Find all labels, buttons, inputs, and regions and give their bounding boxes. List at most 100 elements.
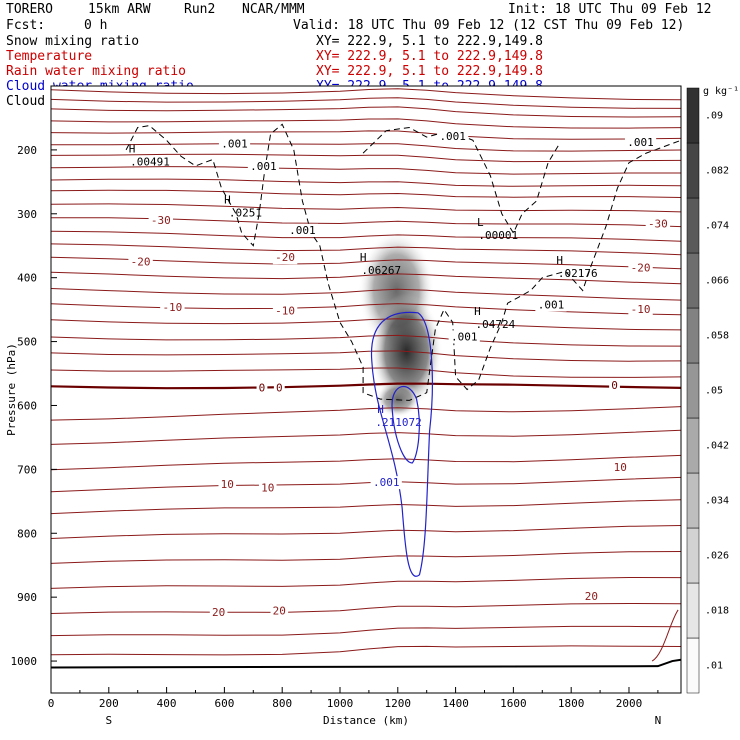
extremum-value: .00001 — [478, 229, 518, 242]
isotherm-label: -20 — [631, 261, 651, 274]
colorbar-cell — [687, 198, 699, 253]
x-tick-label: 800 — [272, 697, 292, 710]
colorbar-cell — [687, 638, 699, 693]
extremum-value: .211072 — [375, 416, 421, 429]
isotherm-label: -10 — [631, 303, 651, 316]
extremum-mark: H — [556, 254, 563, 267]
colorbar-cell — [687, 473, 699, 528]
run-number: Run2 — [184, 2, 215, 17]
y-tick-label: 900 — [17, 591, 37, 604]
x-axis-label: Distance (km) — [323, 714, 409, 727]
extremum-mark: L — [477, 216, 484, 229]
contour-label: .001 — [451, 330, 478, 343]
organization: NCAR/MMM — [242, 2, 305, 17]
isotherm-label: 10 — [614, 461, 627, 474]
contour-label: .001 — [439, 130, 466, 143]
legend-entry: Rain water mixing ratio — [6, 64, 186, 79]
legend-entry: Snow mixing ratio — [6, 34, 139, 49]
contour-label: .001 — [221, 138, 248, 151]
y-tick-label: 700 — [17, 463, 37, 476]
extremum-mark: H — [129, 142, 136, 155]
init-time: Init: 18 UTC Thu 09 Feb 12 — [508, 2, 712, 17]
isotherm-label: 0 — [259, 382, 266, 395]
y-tick-label: 200 — [17, 144, 37, 157]
colorbar: .01 .018 .026 .034 .042 .05 .058 .066 .074 .082 .0… — [687, 86, 739, 693]
isotherm-label: -10 — [275, 304, 295, 317]
isotherm-label: -30 — [648, 217, 668, 230]
cross-section-chart: TORERO 15km ARW Run2 NCAR/MMM Init: 18 U… — [0, 0, 740, 740]
north-end-label: N — [655, 714, 662, 727]
y-tick-label: 1000 — [11, 655, 38, 668]
x-tick-label: 0 — [48, 697, 55, 710]
x-tick-label: 400 — [157, 697, 177, 710]
colorbar-label: .082 — [705, 166, 729, 177]
contour-label: .001 — [627, 136, 654, 149]
model-name: TORERO — [6, 2, 53, 17]
colorbar-cell — [687, 583, 699, 638]
south-end-label: S — [105, 714, 112, 727]
extremum-value: .00491 — [130, 155, 170, 168]
extremum-mark: H — [377, 403, 384, 416]
contour-label: .001 — [538, 299, 565, 312]
colorbar-cell — [687, 143, 699, 198]
y-tick-label: 300 — [17, 208, 37, 221]
colorbar-cell — [687, 418, 699, 473]
colorbar-cell — [687, 88, 699, 143]
y-tick-label: 800 — [17, 527, 37, 540]
colorbar-label: .074 — [705, 221, 729, 232]
y-tick-label: 400 — [17, 272, 37, 285]
x-tick-label: 1800 — [558, 697, 585, 710]
isotherm-label: 10 — [221, 478, 234, 491]
extremum-mark: H — [224, 193, 231, 206]
colorbar-label: .034 — [705, 496, 729, 507]
colorbar-label: .05 — [705, 386, 723, 397]
forecast-value: 0 h — [84, 18, 107, 33]
valid-time: Valid: 18 UTC Thu 09 Feb 12 (12 CST Thu … — [293, 18, 684, 33]
isotherm-label: -10 — [162, 301, 182, 314]
isotherm-label: 20 — [273, 605, 286, 618]
colorbar-label: .026 — [705, 551, 729, 562]
colorbar-cell — [687, 528, 699, 583]
forecast-label: Fcst: — [6, 18, 45, 33]
extremum-value: .0251 — [229, 206, 262, 219]
legend-entry: Temperature — [6, 49, 92, 64]
extremum-mark: H — [360, 251, 367, 264]
isotherm-label: 20 — [212, 606, 225, 619]
isotherm-label: 0 — [611, 379, 618, 392]
x-tick-label: 600 — [214, 697, 234, 710]
run-description: 15km ARW — [88, 2, 151, 17]
extremum-value: .06267 — [361, 264, 401, 277]
extremum-value: .02176 — [558, 267, 598, 280]
colorbar-cell — [687, 308, 699, 363]
colorbar-label: .018 — [705, 606, 729, 617]
isotherm-label: -20 — [275, 251, 295, 264]
y-tick-label: 600 — [17, 399, 37, 412]
contour-label: .001 — [289, 224, 316, 237]
isotherm-label: 20 — [585, 590, 598, 603]
isotherm-label: 10 — [261, 481, 274, 494]
legend-range: XY= 222.9, 5.1 to 222.9,149.8 — [316, 49, 543, 64]
x-tick-label: 1400 — [442, 697, 469, 710]
x-tick-label: 1600 — [500, 697, 527, 710]
extremum-value: .04724 — [476, 318, 516, 331]
x-tick-label: 200 — [99, 697, 119, 710]
contour-label: .001 — [373, 476, 400, 489]
x-tick-label: 2000 — [616, 697, 643, 710]
legend-range: XY= 222.9, 5.1 to 222.9,149.8 — [316, 64, 543, 79]
colorbar-cell — [687, 253, 699, 308]
x-tick-label: 1200 — [385, 697, 412, 710]
colorbar-cell — [687, 363, 699, 418]
x-tick-label: 1000 — [327, 697, 354, 710]
colorbar-unit: g kg⁻¹ — [703, 86, 739, 97]
colorbar-label: .01 — [705, 661, 723, 672]
isotherm-label: -30 — [151, 214, 171, 227]
legend-range: XY= 222.9, 5.1 to 222.9,149.8 — [316, 34, 543, 49]
isotherm-label: -20 — [131, 256, 151, 269]
colorbar-label: .042 — [705, 441, 729, 452]
y-tick-label: 500 — [17, 336, 37, 349]
extremum-mark: H — [474, 305, 481, 318]
contour-label: .001 — [250, 160, 277, 173]
colorbar-label: .058 — [705, 331, 729, 342]
colorbar-label: .09 — [705, 111, 723, 122]
colorbar-label: .066 — [705, 276, 729, 287]
